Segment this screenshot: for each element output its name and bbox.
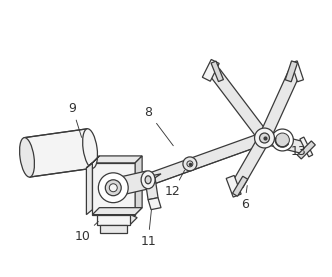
Polygon shape bbox=[232, 135, 270, 188]
Polygon shape bbox=[263, 132, 306, 154]
Polygon shape bbox=[97, 215, 137, 225]
Polygon shape bbox=[210, 69, 269, 142]
Polygon shape bbox=[86, 156, 99, 168]
Ellipse shape bbox=[141, 171, 155, 189]
Polygon shape bbox=[86, 163, 92, 215]
Polygon shape bbox=[285, 61, 297, 82]
Ellipse shape bbox=[272, 129, 293, 151]
Polygon shape bbox=[92, 208, 142, 215]
Ellipse shape bbox=[109, 184, 117, 192]
Ellipse shape bbox=[260, 133, 270, 143]
Polygon shape bbox=[145, 178, 158, 200]
Ellipse shape bbox=[276, 133, 290, 147]
Text: 12: 12 bbox=[165, 170, 185, 198]
Text: 13: 13 bbox=[284, 145, 306, 158]
Polygon shape bbox=[145, 174, 161, 180]
Polygon shape bbox=[232, 176, 248, 196]
Ellipse shape bbox=[255, 128, 275, 148]
Text: 6: 6 bbox=[241, 186, 249, 211]
Polygon shape bbox=[92, 156, 142, 163]
Polygon shape bbox=[92, 163, 135, 215]
Ellipse shape bbox=[187, 161, 193, 167]
Polygon shape bbox=[291, 61, 303, 82]
Polygon shape bbox=[300, 137, 313, 157]
Text: 8: 8 bbox=[144, 106, 173, 146]
Polygon shape bbox=[24, 129, 93, 177]
Ellipse shape bbox=[98, 173, 128, 203]
Polygon shape bbox=[111, 171, 150, 196]
Text: 10: 10 bbox=[74, 222, 98, 243]
Polygon shape bbox=[135, 156, 142, 215]
Ellipse shape bbox=[83, 129, 98, 168]
Ellipse shape bbox=[105, 180, 121, 196]
Polygon shape bbox=[100, 225, 127, 232]
Text: 11: 11 bbox=[140, 206, 156, 248]
Polygon shape bbox=[97, 215, 130, 225]
Polygon shape bbox=[148, 198, 161, 210]
Polygon shape bbox=[202, 60, 219, 81]
Ellipse shape bbox=[145, 176, 151, 184]
Ellipse shape bbox=[183, 157, 197, 171]
Text: 9: 9 bbox=[68, 102, 82, 137]
Polygon shape bbox=[259, 70, 300, 140]
Polygon shape bbox=[211, 61, 223, 81]
Polygon shape bbox=[297, 141, 315, 159]
Polygon shape bbox=[146, 132, 267, 185]
Ellipse shape bbox=[20, 138, 35, 177]
Polygon shape bbox=[226, 175, 241, 197]
